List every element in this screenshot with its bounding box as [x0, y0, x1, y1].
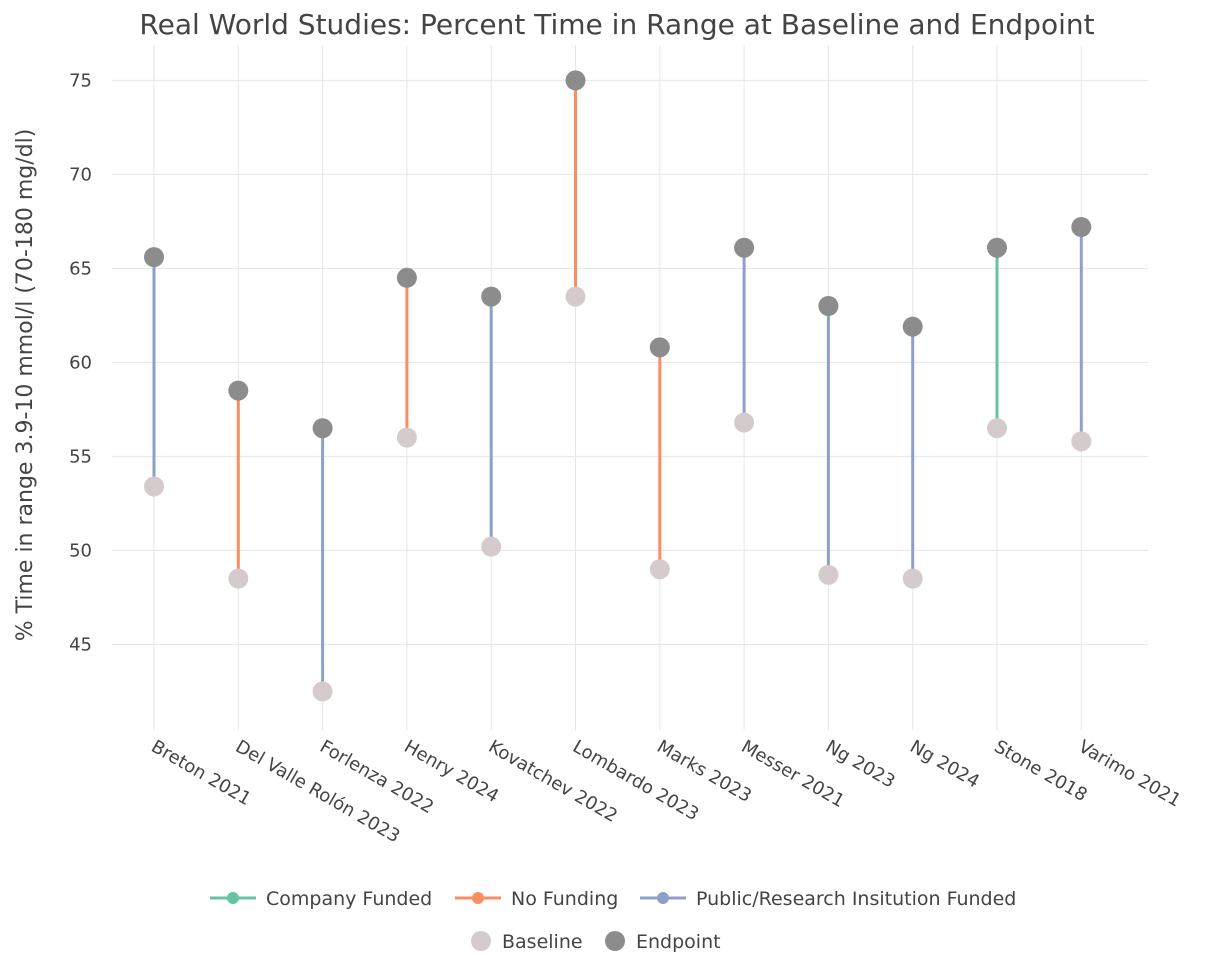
legend-marker-baseline [471, 931, 491, 951]
x-tick-label-ng-2024: Ng 2024 [906, 736, 983, 792]
legend: Company Funded No Funding Public/Research … [210, 888, 1016, 953]
endpoint-point-breton-2021 [144, 247, 164, 268]
baseline-point-varimo-2021 [1071, 431, 1092, 452]
endpoint-point-messer-2021 [734, 237, 755, 258]
legend-marker-endpoint [605, 931, 625, 951]
baseline-point-del-valle-rolon-2023 [228, 568, 249, 589]
y-tick-label: 75 [69, 70, 92, 91]
legend-label-baseline: Baseline [502, 931, 583, 953]
baseline-point-lombardo-2023 [565, 286, 586, 307]
x-tick-label-varimo-2021: Varimo 2021 [1075, 736, 1185, 811]
legend-label-company-funded: Company Funded [266, 888, 432, 910]
y-axis-label: % Time in range 3.9-10 mmol/l (70-180 mg… [13, 129, 38, 642]
endpoint-point-stone-2018 [987, 237, 1007, 258]
baseline-point-stone-2018 [987, 418, 1007, 439]
baseline-point-breton-2021 [144, 476, 164, 497]
legend-label-endpoint: Endpoint [636, 931, 721, 953]
baseline-point-kovatchev-2022 [481, 536, 502, 557]
endpoint-point-varimo-2021 [1071, 217, 1092, 238]
endpoint-point-henry-2024 [396, 267, 417, 288]
baseline-point-forlenza-2022 [312, 681, 333, 702]
x-tick-label-stone-2018: Stone 2018 [991, 736, 1091, 806]
endpoint-point-lombardo-2023 [565, 70, 586, 91]
endpoint-point-marks-2023 [649, 337, 670, 358]
endpoint-point-forlenza-2022 [312, 418, 333, 439]
y-tick-label: 60 [69, 352, 92, 373]
endpoint-point-ng-2023 [818, 296, 839, 316]
baseline-point-marks-2023 [649, 559, 670, 580]
baseline-point-ng-2024 [902, 568, 923, 589]
endpoint-point-del-valle-rolon-2023 [228, 380, 249, 401]
y-tick-labels: 45 50 55 60 65 70 75 [69, 70, 92, 655]
baseline-point-henry-2024 [396, 427, 417, 448]
y-tick-label: 65 [69, 258, 92, 279]
y-tick-label: 70 [69, 164, 92, 185]
endpoint-point-ng-2024 [902, 316, 923, 337]
y-tick-label: 50 [69, 540, 92, 561]
endpoint-point-kovatchev-2022 [481, 286, 502, 307]
legend-marker-public-research-insitution-funded [657, 892, 669, 904]
y-tick-label: 55 [69, 446, 92, 467]
legend-label-no-funding: No Funding [511, 888, 618, 910]
dumbbell-points [144, 70, 1092, 702]
baseline-point-messer-2021 [734, 412, 755, 433]
legend-marker-company-funded [227, 892, 239, 904]
dumbbell-stems [152, 80, 1083, 692]
chart-title: Real World Studies: Percent Time in Rang… [139, 8, 1094, 41]
legend-label-public-research-insitution-funded: Public/Research Insitution Funded [696, 888, 1016, 910]
legend-marker-no-funding [472, 892, 484, 904]
x-tick-label-ng-2023: Ng 2023 [822, 736, 899, 792]
gridlines [112, 45, 1148, 730]
y-tick-label: 45 [69, 634, 92, 655]
baseline-point-ng-2023 [818, 564, 839, 585]
